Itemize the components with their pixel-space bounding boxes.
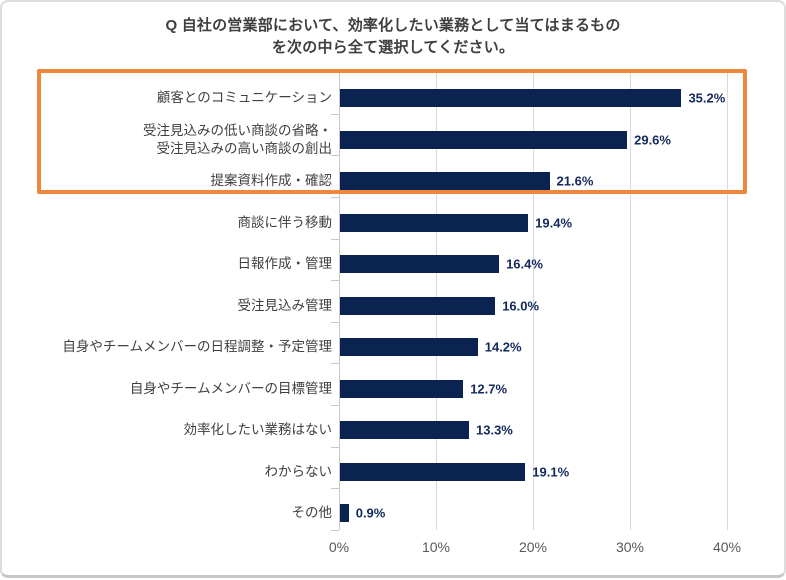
axis-tick bbox=[331, 72, 339, 73]
axis-tick bbox=[331, 405, 339, 407]
bar bbox=[340, 504, 349, 522]
axis-tick bbox=[331, 196, 339, 198]
chart-title-line-1: Q 自社の営業部において、効率化したい業務として当てはまるもの bbox=[165, 17, 621, 34]
category-label: 提案資料作成・確認 bbox=[210, 173, 333, 188]
chart-title: Q 自社の営業部において、効率化したい業務として当てはまるもの を次の中ら全て選… bbox=[2, 15, 784, 59]
category-label: 自身やチームメンバーの目標管理 bbox=[129, 380, 332, 396]
category-label: 自身やチームメンバーの日程調整・予定管理 bbox=[62, 339, 332, 354]
category-label: わからない bbox=[264, 463, 333, 479]
y-axis-line bbox=[339, 72, 340, 530]
axis-tick bbox=[331, 238, 339, 240]
bar bbox=[340, 89, 682, 107]
category-label: 受注見込みの低い商談の省略・ 受注見込みの高い商談の創出 bbox=[143, 122, 332, 156]
x-axis-label: 10% bbox=[421, 539, 451, 555]
value-label: 35.2% bbox=[688, 90, 726, 106]
axis-tick bbox=[331, 155, 339, 157]
axis-tick bbox=[331, 280, 339, 282]
x-axis-label: 20% bbox=[518, 539, 548, 555]
bar bbox=[340, 338, 478, 356]
value-label: 16.4% bbox=[506, 256, 543, 272]
bar bbox=[340, 172, 550, 190]
value-label: 0.9% bbox=[355, 505, 386, 521]
bar bbox=[340, 130, 628, 149]
category-label: 受注見込み管理 bbox=[237, 297, 333, 313]
chart-title-line-2: を次の中ら全て選択してください。 bbox=[271, 39, 515, 56]
x-axis-label: 40% bbox=[712, 539, 742, 555]
bar bbox=[340, 213, 529, 232]
value-label: 21.6% bbox=[556, 173, 594, 189]
category-label: その他 bbox=[291, 505, 333, 520]
category-label: 商談に伴う移動 bbox=[237, 214, 333, 230]
value-label: 19.1% bbox=[532, 464, 570, 479]
gridline bbox=[533, 72, 534, 530]
gridline bbox=[727, 72, 728, 530]
x-axis-label: 0% bbox=[328, 539, 350, 555]
value-label: 13.3% bbox=[476, 422, 513, 438]
bar bbox=[340, 296, 496, 315]
bar bbox=[340, 255, 500, 273]
bar bbox=[340, 421, 469, 439]
axis-tick bbox=[331, 446, 339, 448]
x-axis-label: 30% bbox=[615, 539, 645, 555]
value-label: 14.2% bbox=[484, 339, 522, 355]
axis-tick bbox=[331, 530, 339, 531]
axis-tick bbox=[331, 321, 339, 323]
value-label: 16.0% bbox=[502, 298, 540, 313]
bar bbox=[340, 462, 526, 481]
value-label: 12.7% bbox=[470, 381, 508, 396]
value-label: 29.6% bbox=[634, 132, 671, 147]
value-label: 19.4% bbox=[535, 215, 573, 230]
gridline bbox=[630, 72, 631, 530]
category-label: 顧客とのコミュニケーション bbox=[156, 90, 332, 105]
axis-tick bbox=[331, 113, 339, 115]
category-label: 効率化したい業務はない bbox=[183, 422, 333, 437]
axis-tick bbox=[331, 363, 339, 365]
category-label: 日報作成・管理 bbox=[237, 256, 333, 271]
axis-tick bbox=[331, 488, 339, 490]
bar bbox=[340, 379, 464, 398]
